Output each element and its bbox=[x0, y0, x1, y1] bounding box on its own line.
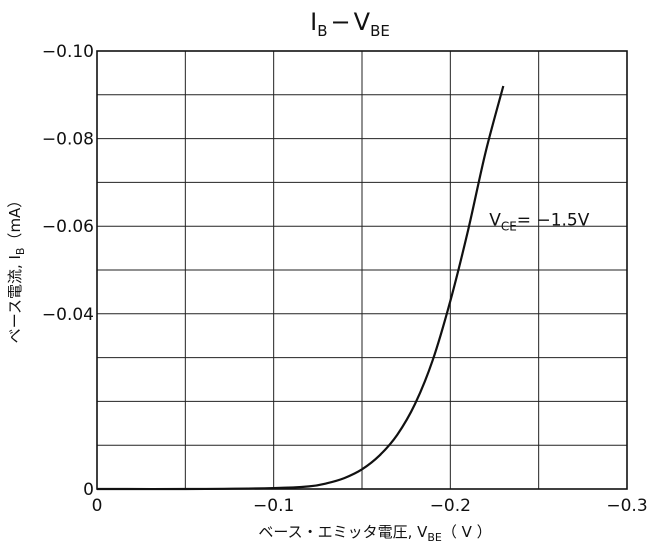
vce-annotation: VCE= −1.5V bbox=[489, 211, 590, 234]
x-tick-label: 0 bbox=[92, 496, 103, 516]
y-tick-label: −0.06 bbox=[42, 217, 94, 237]
y-tick-labels: 0 −0.04 −0.06 −0.08 −0.10 bbox=[42, 42, 94, 500]
title-vbe-sub: BE bbox=[370, 22, 390, 40]
y-tick-label: −0.10 bbox=[42, 42, 94, 62]
grid-lines bbox=[97, 51, 627, 489]
title-ib: I bbox=[310, 8, 317, 36]
xlabel-text: ベース・エミッタ電圧, V bbox=[258, 523, 428, 541]
title-vbe: V bbox=[354, 8, 371, 36]
annot-v: V bbox=[489, 211, 501, 231]
title-ib-sub: B bbox=[317, 22, 327, 40]
x-tick-labels: 0 −0.1 −0.2 −0.3 bbox=[92, 496, 647, 516]
y-axis-label: ベース電流, IB（mA） bbox=[6, 193, 27, 344]
y-tick-label: 0 bbox=[83, 480, 94, 500]
x-axis-label: ベース・エミッタ電圧, VBE（ V ） bbox=[258, 523, 491, 544]
annot-sub: CE bbox=[501, 220, 517, 234]
title-dash: − bbox=[331, 8, 351, 36]
annot-value: = −1.5V bbox=[517, 211, 590, 231]
xlabel-unit: （ V ） bbox=[442, 523, 492, 541]
ylabel-sub: B bbox=[14, 248, 27, 256]
y-tick-label: −0.08 bbox=[42, 130, 94, 150]
series-line bbox=[96, 85, 505, 491]
x-tick-label: −0.1 bbox=[253, 496, 294, 516]
y-tick-label: −0.04 bbox=[42, 305, 94, 325]
x-tick-label: −0.2 bbox=[430, 496, 471, 516]
ylabel-unit: （mA） bbox=[6, 193, 24, 248]
ylabel-text: ベース電流, I bbox=[6, 255, 24, 343]
x-tick-label: −0.3 bbox=[606, 496, 647, 516]
xlabel-sub: BE bbox=[427, 531, 442, 544]
chart-title: IB − VBE bbox=[310, 8, 390, 40]
plot-frame bbox=[96, 50, 628, 490]
